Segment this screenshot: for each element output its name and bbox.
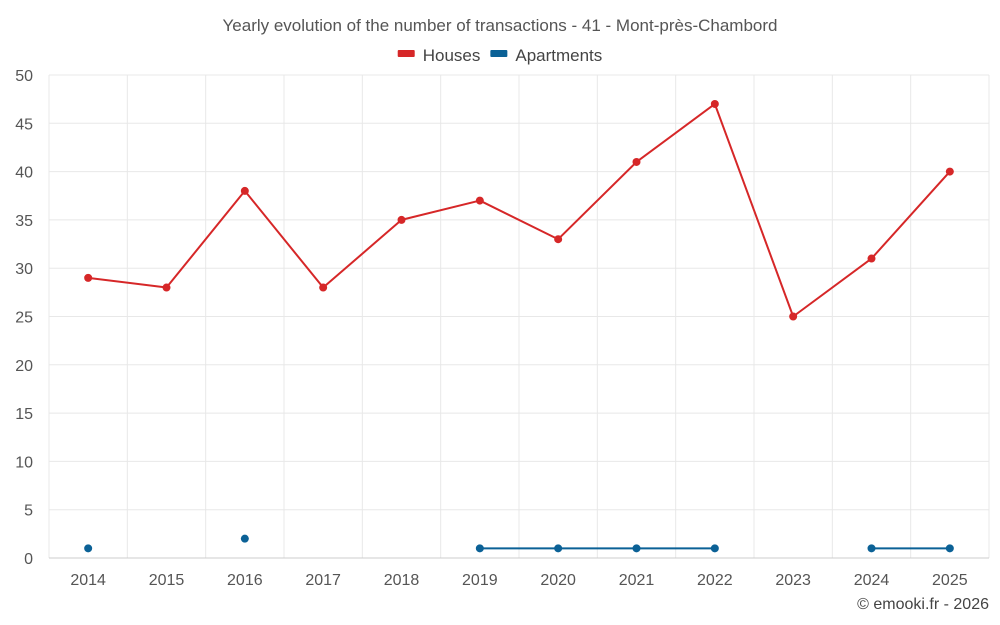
x-tick-label: 2025	[932, 572, 968, 589]
y-tick-label: 15	[15, 406, 33, 423]
data-point	[710, 544, 719, 553]
y-tick-label: 20	[15, 358, 33, 375]
data-point	[319, 283, 328, 292]
data-point	[789, 312, 798, 321]
data-point	[554, 544, 563, 553]
x-tick-label: 2017	[305, 572, 341, 589]
series-line	[88, 102, 951, 318]
x-tick-label: 2018	[384, 572, 420, 589]
x-tick-label: 2020	[540, 572, 576, 589]
x-tick-label: 2019	[462, 572, 498, 589]
data-point	[475, 196, 484, 205]
y-tick-label: 10	[15, 454, 33, 471]
legend-item-houses[interactable]: Houses	[397, 46, 481, 65]
data-point	[632, 157, 641, 166]
data-point	[240, 534, 249, 543]
y-tick-label: 50	[15, 68, 33, 85]
data-point	[867, 544, 876, 553]
y-tick-label: 5	[24, 503, 33, 520]
chart-credit: © emooki.fr - 2026	[857, 596, 989, 613]
chart-title: Yearly evolution of the number of transa…	[223, 16, 778, 35]
legend: Houses Apartments	[397, 46, 602, 65]
y-tick-label: 40	[15, 165, 33, 182]
series-houses	[84, 99, 954, 321]
y-tick-label: 25	[15, 310, 33, 327]
data-point	[162, 283, 171, 292]
y-axis: 0 5 10 15 20 25 30 35 40 45 50	[15, 68, 33, 568]
series-group	[84, 99, 954, 553]
data-point	[397, 215, 406, 224]
series-apartments	[84, 534, 954, 553]
x-tick-label: 2021	[619, 572, 655, 589]
grid	[48, 74, 990, 559]
data-point	[475, 544, 484, 553]
legend-swatch	[490, 50, 508, 57]
y-tick-label: 45	[15, 116, 33, 133]
x-tick-label: 2016	[227, 572, 263, 589]
x-axis: 2014 2015 2016 2017 2018 2019 2020 2021 2022 2023…	[70, 572, 967, 589]
data-point	[945, 167, 954, 176]
legend-label: Apartments	[515, 46, 602, 65]
y-tick-label: 35	[15, 213, 33, 230]
legend-label: Houses	[423, 46, 481, 65]
data-point	[240, 186, 249, 195]
data-point	[632, 544, 641, 553]
y-tick-label: 30	[15, 261, 33, 278]
x-tick-label: 2023	[775, 572, 811, 589]
data-point	[84, 544, 93, 553]
data-point	[554, 235, 563, 244]
x-tick-label: 2022	[697, 572, 733, 589]
y-tick-label: 0	[24, 551, 33, 568]
x-tick-label: 2014	[70, 572, 106, 589]
x-tick-label: 2024	[854, 572, 890, 589]
data-point	[945, 544, 954, 553]
legend-item-apartments[interactable]: Apartments	[490, 46, 602, 65]
x-tick-label: 2015	[149, 572, 185, 589]
data-point	[84, 273, 93, 282]
data-point	[710, 99, 719, 108]
legend-swatch	[397, 50, 415, 57]
data-point	[867, 254, 876, 263]
